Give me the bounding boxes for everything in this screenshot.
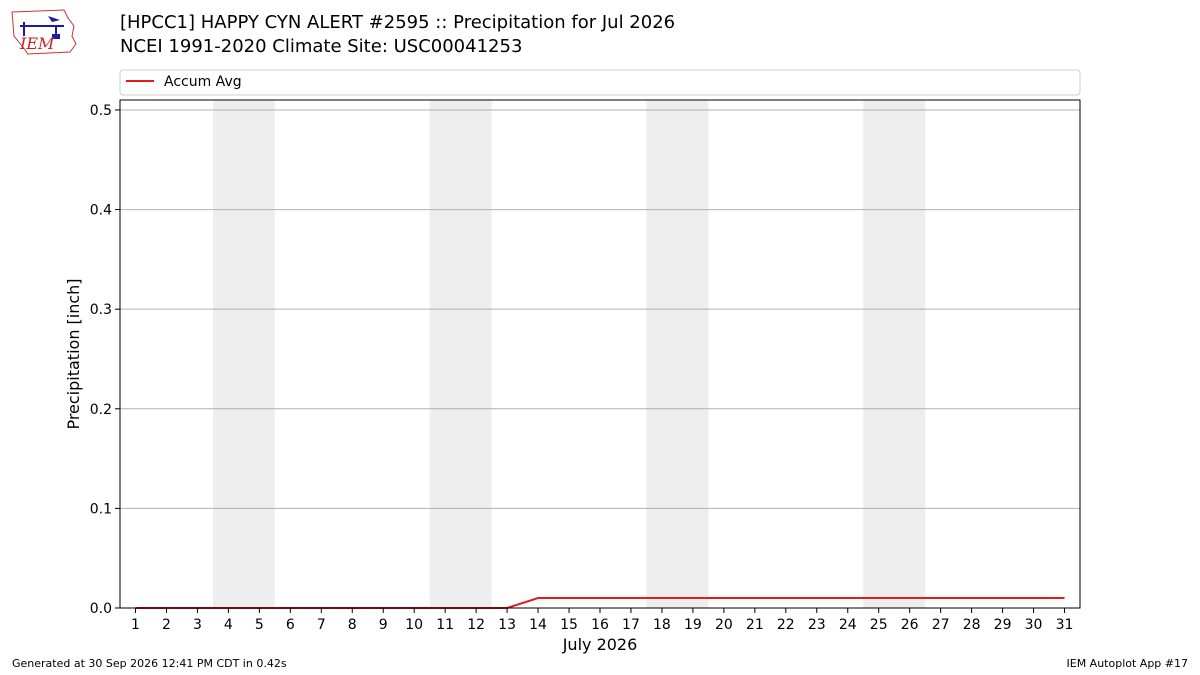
x-tick-label: 8 [348,617,357,633]
legend: Accum Avg [119,69,1081,96]
x-tick-label: 15 [560,617,578,633]
y-tick-label: 0.0 [90,601,112,617]
x-tick-label: 22 [777,617,795,633]
x-tick-label: 20 [715,617,733,633]
y-tick-label: 0.5 [90,103,112,119]
y-tick-label: 0.3 [90,302,112,318]
x-tick-label: 25 [870,617,888,633]
x-tick-label: 13 [498,617,516,633]
y-tick-label: 0.4 [90,203,112,219]
chart-subtitle: NCEI 1991-2020 Climate Site: USC00041253 [120,36,523,57]
y-tick-label: 0.2 [90,402,112,418]
x-tick-label: 16 [591,617,609,633]
legend-label: Accum Avg [164,74,242,90]
weekend-band [429,100,492,608]
x-tick-label: 23 [808,617,826,633]
x-tick-label: 14 [529,617,547,633]
x-tick-label: 28 [963,617,981,633]
logo-text: IEM [19,34,55,53]
legend-box [119,69,1081,96]
x-tick-label: 3 [193,617,202,633]
x-tick-label: 21 [746,617,764,633]
x-tick-label: 2 [162,617,171,633]
weekend-band [212,100,275,608]
x-tick-label: 1 [131,617,140,633]
x-tick-label: 12 [467,617,485,633]
x-tick-label: 11 [436,617,454,633]
x-tick-label: 30 [1025,617,1043,633]
weekend-band [646,100,709,608]
x-tick-label: 7 [317,617,326,633]
x-tick-label: 31 [1056,617,1074,633]
generated-timestamp: Generated at 30 Sep 2026 12:41 PM CDT in… [12,657,287,670]
x-tick-label: 10 [405,617,423,633]
x-tick-label: 19 [684,617,702,633]
x-tick-label: 5 [255,617,264,633]
chart-title: [HPCC1] HAPPY CYN ALERT #2595 :: Precipi… [120,12,676,33]
x-tick-label: 24 [839,617,857,633]
y-axis-label: Precipitation [inch] [64,278,83,429]
iem-logo: IEM [11,9,77,55]
x-tick-label: 18 [653,617,671,633]
x-axis-label: July 2026 [562,635,638,654]
x-tick-label: 4 [224,617,233,633]
x-tick-label: 17 [622,617,640,633]
x-tick-label: 27 [932,617,950,633]
x-tick-label: 26 [901,617,919,633]
x-tick-label: 29 [994,617,1012,633]
x-tick-label: 6 [286,617,295,633]
app-label: IEM Autoplot App #17 [1066,657,1189,670]
x-tick-label: 9 [379,617,388,633]
y-tick-label: 0.1 [90,501,112,517]
weekend-band [863,100,926,608]
